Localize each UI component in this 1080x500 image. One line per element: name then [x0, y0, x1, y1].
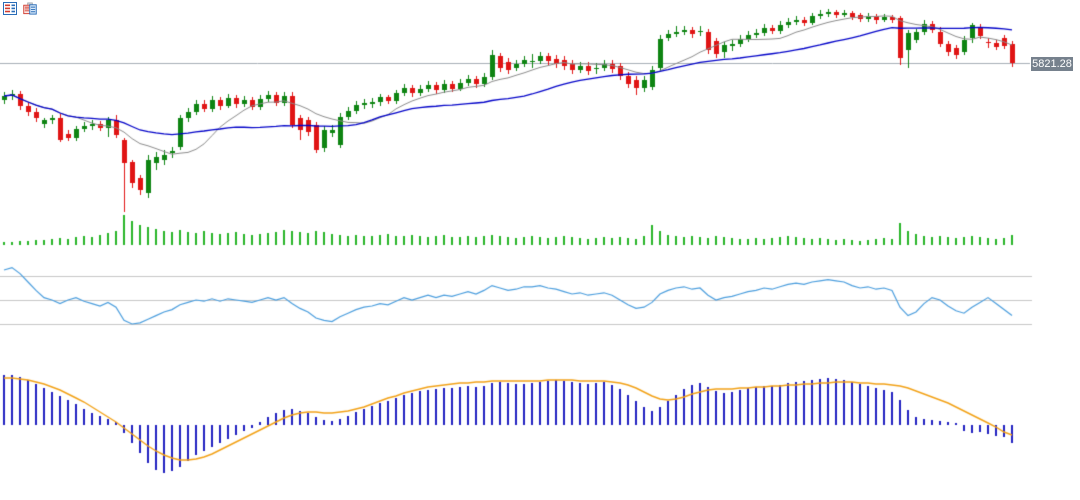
price-panel[interactable] [0, 0, 1080, 215]
oscillator-panel[interactable] [0, 255, 1080, 340]
toolbar [3, 2, 37, 16]
chart-pages-icon[interactable] [23, 2, 37, 15]
macd-panel[interactable] [0, 345, 1080, 490]
last-price-label: 5821.28 [1031, 57, 1073, 71]
quote-board-icon[interactable] [3, 2, 17, 15]
volume-panel[interactable] [0, 215, 1080, 250]
